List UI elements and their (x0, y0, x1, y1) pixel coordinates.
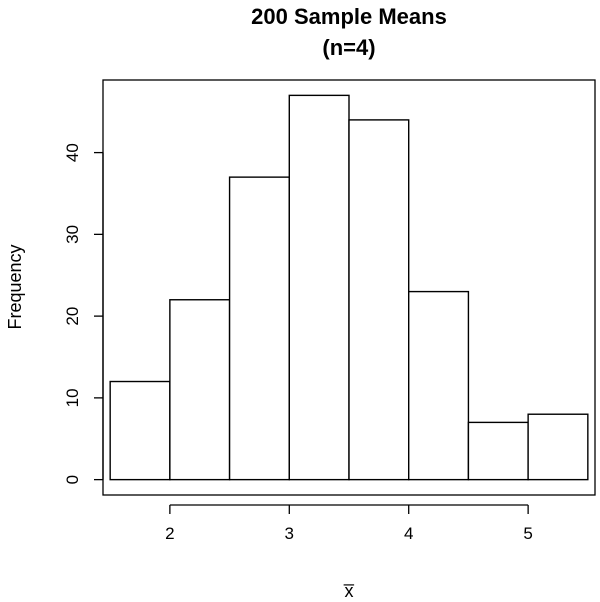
y-tick-label-40: 40 (63, 143, 82, 162)
histogram-bar-8 (527, 413, 589, 481)
x-axis: 2 3 4 5 (165, 504, 533, 543)
x-tick-label-5: 5 (523, 524, 532, 543)
histogram-bar-1 (109, 380, 171, 481)
x-tick-label-3: 3 (285, 524, 294, 543)
x-axis-label: x̅ (343, 581, 355, 601)
x-tick-label-4: 4 (404, 524, 413, 543)
x-tick-label-2: 2 (165, 524, 174, 543)
histogram-bar-5 (348, 119, 410, 481)
histogram-bar-3 (228, 176, 290, 481)
histogram-bar-2 (169, 299, 231, 481)
y-axis: 0 10 20 30 40 (63, 143, 104, 484)
histogram-bar-4 (288, 94, 350, 481)
y-tick-label-0: 0 (63, 475, 82, 484)
chart-subtitle: (n=4) (322, 35, 375, 60)
y-tick-label-30: 30 (63, 225, 82, 244)
y-axis-label: Frequency (5, 244, 25, 329)
histogram-bar-6 (408, 290, 470, 481)
chart-title: 200 Sample Means (251, 4, 447, 29)
histogram-bar-7 (467, 421, 529, 481)
bars-group (109, 94, 589, 481)
y-tick-label-10: 10 (63, 388, 82, 407)
y-tick-label-20: 20 (63, 307, 82, 326)
